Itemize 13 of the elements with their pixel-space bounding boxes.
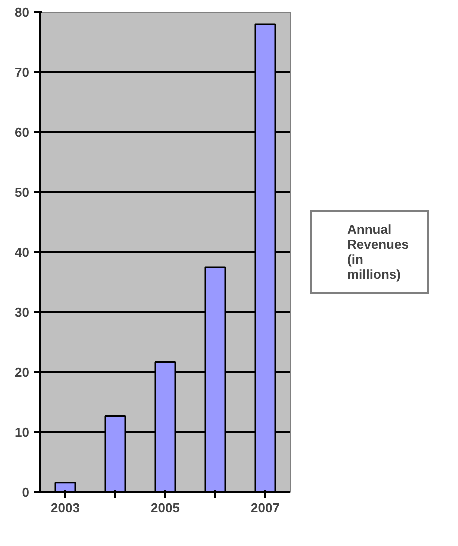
- x-tick-label: 2007: [251, 500, 280, 516]
- y-tick-label: 40: [15, 245, 30, 260]
- y-tick-label: 10: [15, 425, 30, 440]
- x-tick-label: 2005: [151, 500, 180, 516]
- text: Annual Revenues (in millions): [348, 222, 410, 282]
- y-tick-label: 0: [22, 485, 30, 500]
- x-tick-label: 2003: [51, 500, 80, 516]
- y-tick-label: 70: [15, 65, 30, 80]
- y-tick-label: 20: [15, 365, 30, 380]
- y-tick-label: 50: [15, 185, 30, 200]
- y-tick-label: 80: [15, 5, 30, 20]
- y-tick-label: 30: [15, 305, 30, 320]
- y-tick-label: 60: [15, 125, 30, 140]
